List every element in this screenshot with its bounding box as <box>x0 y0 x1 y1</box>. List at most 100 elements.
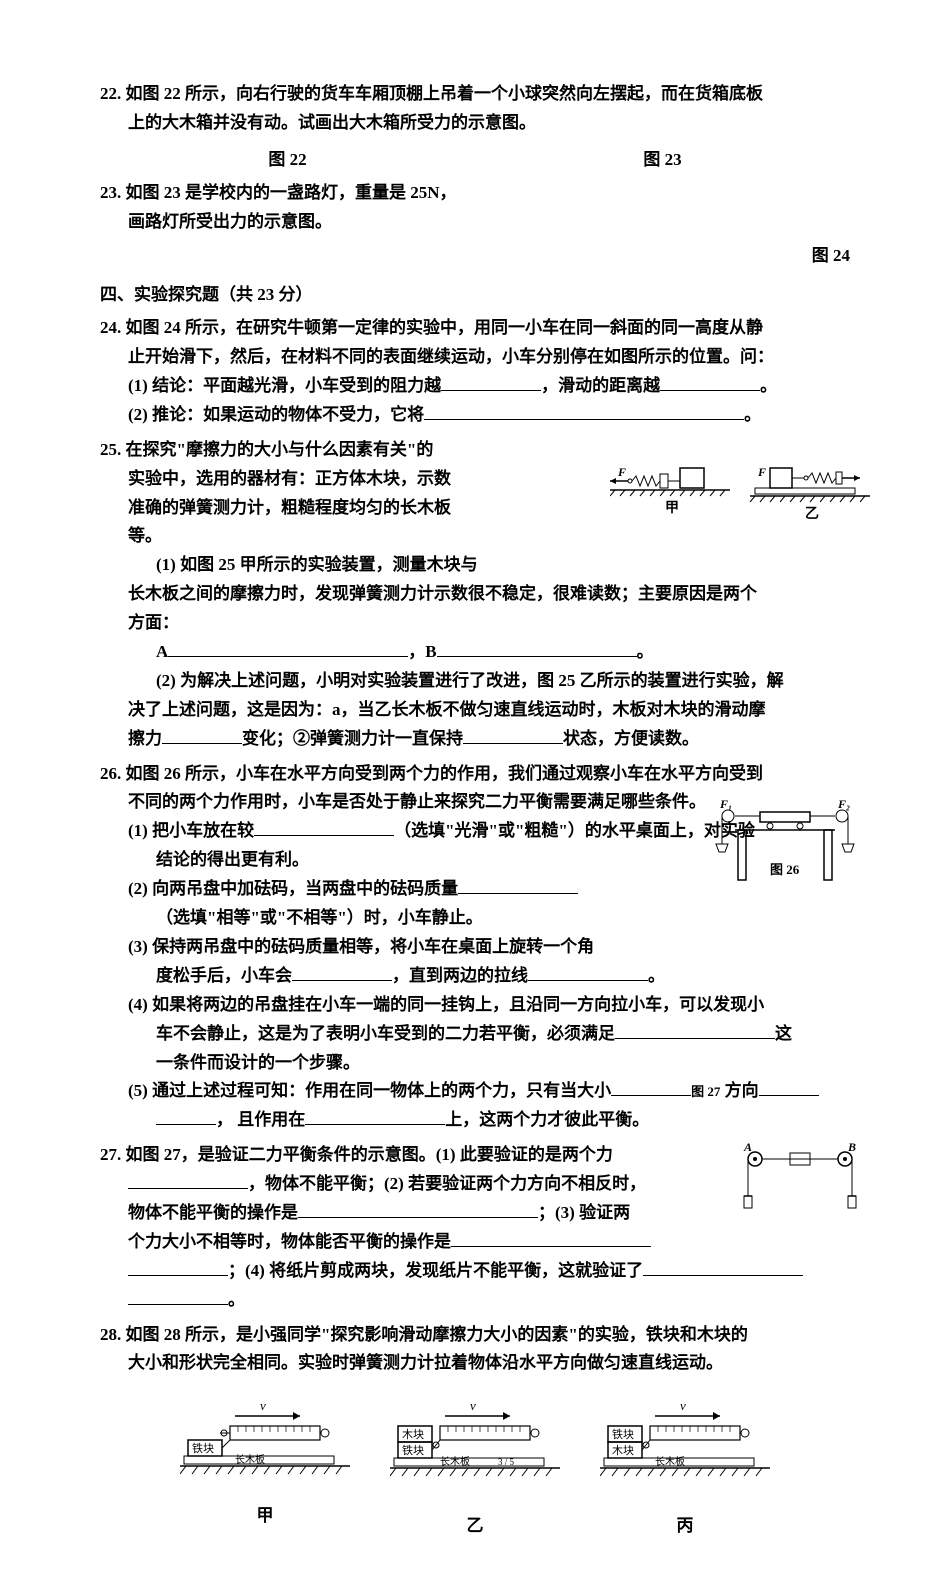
blank <box>441 372 541 391</box>
q26-sub5b-pre: ， 且作用在 <box>216 1110 305 1129</box>
blank <box>643 1257 803 1276</box>
svg-text:铁块: 铁块 <box>192 1442 214 1455</box>
q26-sub2a-text: (2) 向两吊盘中加砝码，当两盘中的砝码质量 <box>128 879 458 898</box>
q25-end: 。 <box>637 642 654 661</box>
q24-line2: 止开始滑下，然后，在材料不同的表面继续运动，小车分别停在如图所示的位置。问： <box>100 343 850 372</box>
blank <box>128 1170 248 1189</box>
svg-text:v: v <box>470 1398 476 1413</box>
fig25-diagram: F 甲 F <box>610 436 870 576</box>
svg-text:v: v <box>680 1398 686 1413</box>
q26-sub4c: 一条件而设计的一个步骤。 <box>100 1049 850 1078</box>
blank <box>458 875 578 894</box>
q26-sub5a: (5) 通过上述过程可知：作用在同一物体上的两个力，只有当大小 图 27 方向 <box>100 1077 850 1106</box>
q26-sub4a: (4) 如果将两边的吊盘挂在小车一端的同一挂钩上，且沿同一方向拉小车，可以发现小 <box>100 991 850 1020</box>
q27: A B 27. 如图 27，是验证二力平衡条件的示意图。(1) 此要验证的是两个… <box>100 1141 850 1314</box>
blank <box>168 638 408 657</box>
q27-line5: ；(4) 将纸片剪成两块，发现纸片不能平衡，这就验证了 <box>100 1257 850 1286</box>
svg-text:铁块: 铁块 <box>612 1428 634 1441</box>
fig28-bing-label: 丙 <box>600 1512 770 1541</box>
fig22-label: 图 22 <box>268 146 306 175</box>
q27-line5-mid: ；(4) 将纸片剪成两块，发现纸片不能平衡，这就验证了 <box>228 1261 643 1280</box>
q26-sub1a: (1) 把小车放在较 <box>128 821 254 840</box>
fig28-bing: v 铁块 木块 长木板 <box>600 1398 770 1541</box>
section4-title: 四、实验探究题（共 23 分） <box>100 281 850 310</box>
svg-text:木块: 木块 <box>612 1444 634 1457</box>
blank <box>298 1199 538 1218</box>
q25-sub1b: 长木板之间的摩擦力时，发现弹簧测力计示数很不稳定，很难读数；主要原因是两个 <box>100 580 850 609</box>
blank <box>305 1107 445 1126</box>
svg-text:F₁: F₁ <box>719 797 732 811</box>
blank <box>615 1020 775 1039</box>
q26-sub3a: (3) 保持两吊盘中的砝码质量相等，将小车在桌面上旋转一个角 <box>100 933 850 962</box>
q26-sub3b-pre: 度松手后，小车会 <box>156 966 292 985</box>
q26-sub5b: ， 且作用在上，这两个力才彼此平衡。 <box>100 1106 850 1135</box>
q26: F₁ F₂ 图 26 26. 如图 26 所示，小车在水平方向受到两个力的作用，… <box>100 760 850 1136</box>
q26-sub4b-end: 这 <box>775 1024 792 1043</box>
q28-line1: 28. 如图 28 所示，是小强同学"探究影响滑动摩擦力大小的因素"的实验，铁块… <box>100 1321 850 1350</box>
q27-line3: 物体不能平衡的操作是 ；(3) 验证两 <box>100 1199 850 1228</box>
fig24-label: 图 24 <box>100 242 850 271</box>
blank <box>128 1257 228 1276</box>
q24-sub2b: 。 <box>744 405 761 424</box>
fig23-label: 图 23 <box>643 146 681 175</box>
q28: 28. 如图 28 所示，是小强同学"探究影响滑动摩擦力大小的因素"的实验，铁块… <box>100 1321 850 1379</box>
q24: 24. 如图 24 所示，在研究牛顿第一定律的实验中，用同一小车在同一斜面的同一… <box>100 314 850 430</box>
q27-line4-pre: 个力大小不相等时，物体能否平衡的操作是 <box>128 1232 451 1251</box>
blank <box>437 638 637 657</box>
q26-sub3b: 度松手后，小车会，直到两边的拉线。 <box>100 962 850 991</box>
q25-A: A <box>156 642 168 661</box>
blank <box>759 1078 819 1097</box>
q27-line1: 27. 如图 27，是验证二力平衡条件的示意图。(1) 此要验证的是两个力 <box>100 1141 850 1170</box>
blank <box>424 401 744 420</box>
fig28-yi-label: 乙 <box>390 1512 560 1541</box>
svg-text:长木板: 长木板 <box>235 1453 265 1466</box>
svg-text:长木板: 长木板 <box>655 1455 685 1468</box>
q23-line1: 23. 如图 23 是学校内的一盏路灯，重量是 25N， <box>100 179 850 208</box>
q27-line6: 。 <box>100 1286 850 1315</box>
blank <box>254 818 394 837</box>
fig-labels-22-23: 图 22 图 23 <box>100 146 850 175</box>
q26-sub5a-mid: 方向 <box>725 1081 759 1100</box>
q26-sub4b-pre: 车不会静止，这是为了表明小车受到的二力若平衡，必须满足 <box>156 1024 615 1043</box>
svg-text:图 26: 图 26 <box>770 862 800 877</box>
blank <box>156 1107 216 1126</box>
fig26-diagram: F₁ F₂ 图 26 <box>710 796 860 916</box>
q24-sub1a: (1) 结论：平面越光滑，小车受到的阻力越 <box>128 376 441 395</box>
q27-line3-end: ；(3) 验证两 <box>538 1203 630 1222</box>
fig27-diagram: A B <box>740 1141 860 1251</box>
q26-sub3b-mid: ，直到两边的拉线 <box>392 966 528 985</box>
fig27-inline-label: 图 27 <box>691 1084 720 1099</box>
q25-sub2b: 决了上述问题，这是因为：a，当乙长木板不做匀速直线运动时，木板对木块的滑动摩 <box>100 696 850 725</box>
q24-sub1c: 。 <box>760 376 777 395</box>
svg-text:A: A <box>743 1141 752 1154</box>
q27-line2-end: ，物体不能平衡；(2) 若要验证两个力方向不相反时， <box>248 1174 646 1193</box>
q22: 22. 如图 22 所示，向右行驶的货车车厢顶棚上吊着一个小球突然向左摆起，而在… <box>100 80 850 138</box>
blank <box>611 1078 691 1097</box>
q23-line2: 画路灯所受出力的示意图。 <box>100 208 850 237</box>
q26-sub4b: 车不会静止，这是为了表明小车受到的二力若平衡，必须满足 这 <box>100 1020 850 1049</box>
q25-sub2c-pre: 擦力 <box>128 729 162 748</box>
svg-text:3 / 5: 3 / 5 <box>498 1457 515 1467</box>
q22-line2: 上的大木箱并没有动。试画出大木箱所受力的示意图。 <box>100 109 850 138</box>
blank <box>451 1228 651 1247</box>
q27-line3-pre: 物体不能平衡的操作是 <box>128 1203 298 1222</box>
q25: F 甲 F <box>100 436 850 754</box>
blank <box>660 372 760 391</box>
svg-text:F₂: F₂ <box>837 797 850 811</box>
q26-sub5a-pre: (5) 通过上述过程可知：作用在同一物体上的两个力，只有当大小 <box>128 1081 611 1100</box>
blank <box>528 962 648 981</box>
q24-sub2: (2) 推论：如果运动的物体不受力，它将 。 <box>100 401 850 430</box>
q26-line1: 26. 如图 26 所示，小车在水平方向受到两个力的作用，我们通过观察小车在水平… <box>100 760 850 789</box>
svg-text:长木板: 长木板 <box>440 1455 470 1468</box>
fig28-yi: v 木块 铁块 长木板 3 / 5 <box>390 1398 560 1541</box>
q28-line2: 大小和形状完全相同。实验时弹簧测力计拉着物体沿水平方向做匀速直线运动。 <box>100 1349 850 1378</box>
q25-sub2c-mid: 变化；②弹簧测力计一直保持 <box>242 729 463 748</box>
fig25-yi: 乙 <box>805 506 819 522</box>
F-label2: F <box>757 465 766 479</box>
q23: 23. 如图 23 是学校内的一盏路灯，重量是 25N， 画路灯所受出力的示意图… <box>100 179 850 237</box>
q25-sub2c-end: 状态，方便读数。 <box>563 729 699 748</box>
q25-B: ，B <box>408 642 436 661</box>
blank <box>162 725 242 744</box>
q24-sub2a: (2) 推论：如果运动的物体不受力，它将 <box>128 405 424 424</box>
q24-line1: 24. 如图 24 所示，在研究牛顿第一定律的实验中，用同一小车在同一斜面的同一… <box>100 314 850 343</box>
